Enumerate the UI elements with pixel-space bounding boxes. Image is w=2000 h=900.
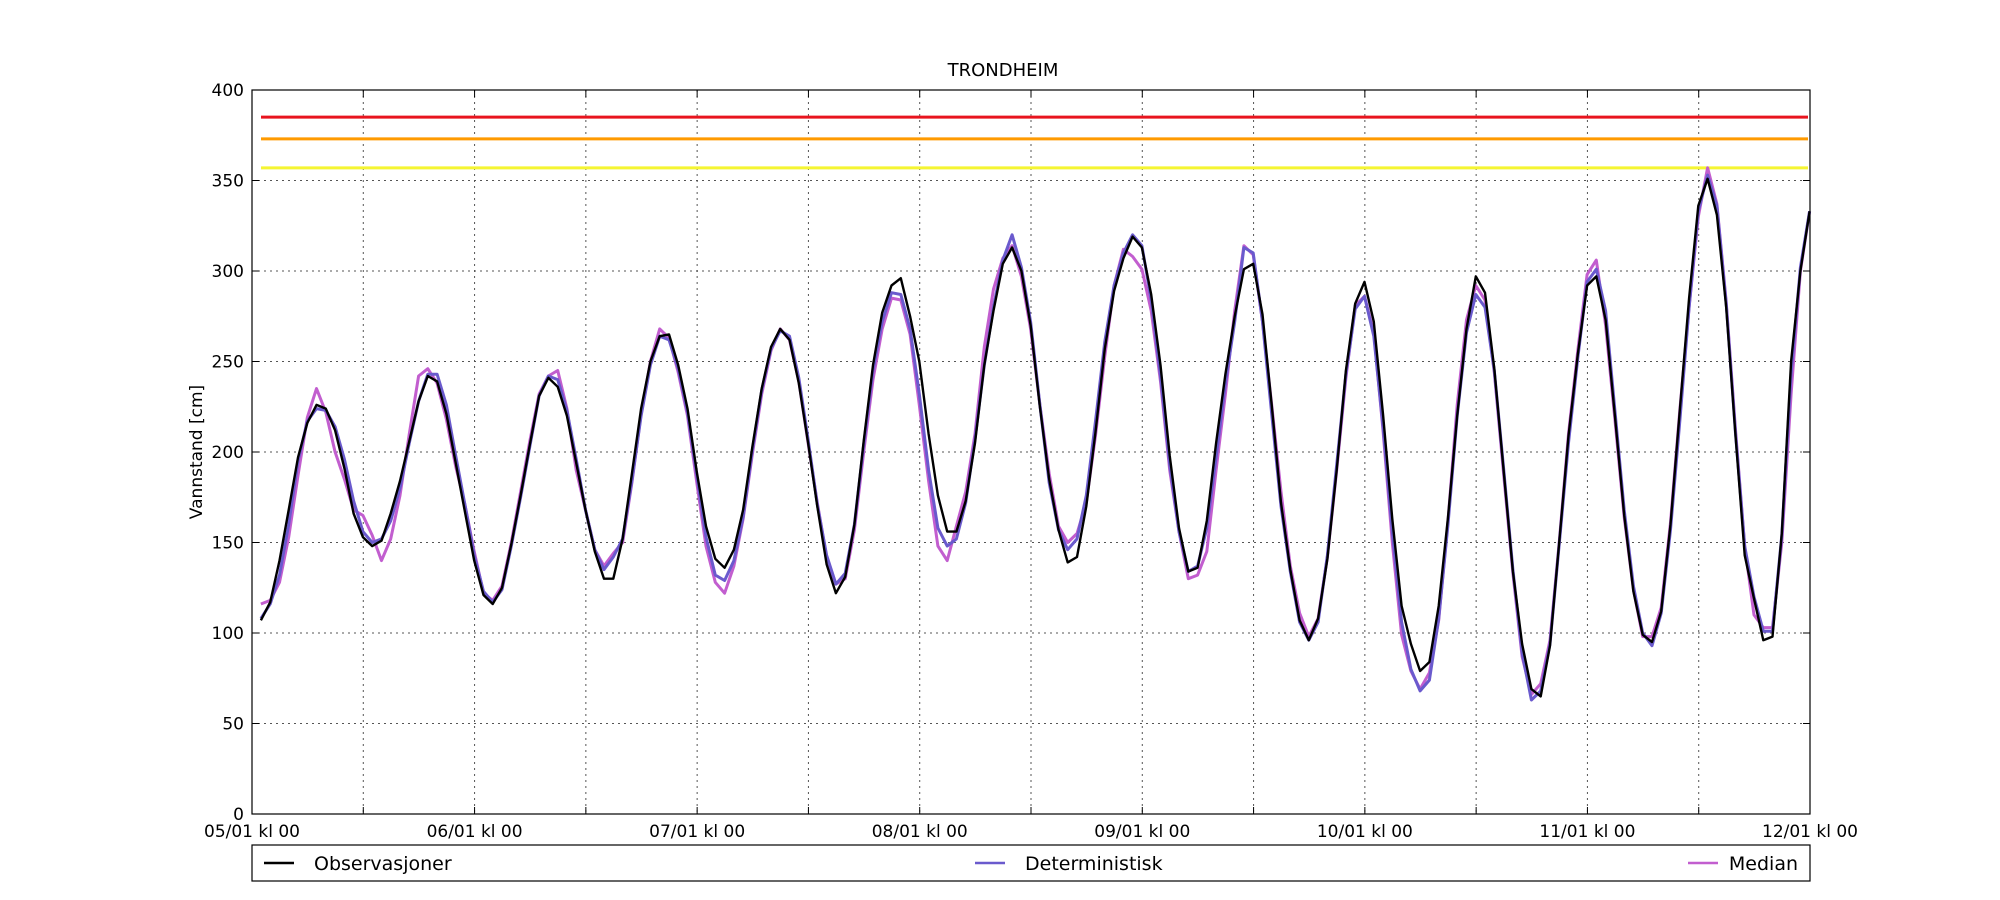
y-tick-label: 0 (233, 805, 244, 825)
x-tick-label: 05/01 kl 00 (204, 822, 300, 842)
x-tick-label: 06/01 kl 00 (427, 822, 523, 842)
series-line-deterministisk (259, 173, 1812, 702)
threshold-lines (261, 115, 1808, 170)
y-tick-label: 400 (212, 81, 244, 101)
legend-label: Deterministisk (1025, 853, 1163, 875)
y-axis: 0 50 100 150 200 250 300 350 400 (212, 81, 1810, 825)
x-tick-label: 12/01 kl 00 (1762, 822, 1858, 842)
y-tick-label: 100 (212, 624, 244, 644)
y-axis-label: Vannstand [cm] (187, 385, 207, 519)
x-tick-label: 11/01 kl 00 (1539, 822, 1635, 842)
y-tick-label: 250 (212, 353, 244, 373)
y-tick-label: 50 (222, 715, 244, 735)
x-tick-label: 07/01 kl 00 (649, 822, 745, 842)
x-axis: 05/01 kl 00 06/01 kl 00 07/01 kl 00 08/01 k… (204, 90, 1858, 842)
series-line-median (260, 166, 1812, 696)
legend-label: Observasjoner (314, 853, 452, 875)
legend: Observasjoner Deterministisk Median (251, 844, 1811, 882)
grid-lines (252, 90, 1810, 814)
y-tick-label: 300 (212, 262, 244, 282)
series-lines (259, 166, 1812, 702)
x-tick-label: 08/01 kl 00 (872, 822, 968, 842)
x-tick-label: 09/01 kl 00 (1094, 822, 1190, 842)
legend-label: Median (1729, 853, 1798, 875)
y-tick-label: 150 (212, 534, 244, 554)
legend-frame (251, 844, 1811, 882)
y-tick-label: 350 (212, 172, 244, 192)
chart-title: TRONDHEIM (947, 60, 1059, 81)
x-tick-label: 10/01 kl 00 (1317, 822, 1413, 842)
y-tick-label: 200 (212, 443, 244, 463)
series-line-observasjoner (259, 177, 1811, 698)
